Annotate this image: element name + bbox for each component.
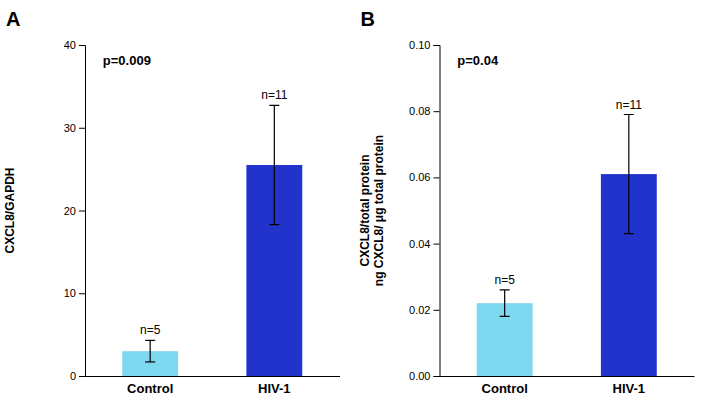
y-tick-mark	[79, 376, 85, 377]
y-tick-mark	[79, 293, 85, 294]
y-tick: 0.10	[409, 39, 439, 51]
y-tick: 0.04	[409, 238, 439, 250]
y-tick-label: 30	[64, 122, 76, 134]
x-tick: HIV-1	[258, 376, 291, 396]
y-tick-mark	[79, 45, 85, 46]
y-tick: 0.00	[409, 370, 439, 382]
y-tick-label: 0.08	[409, 105, 430, 117]
error-bar	[624, 115, 634, 234]
error-bar	[500, 290, 510, 316]
error-cap	[145, 361, 155, 362]
error-line	[628, 115, 629, 234]
x-tick: HIV-1	[613, 376, 646, 396]
y-axis-title: CXCL8/GAPDH	[3, 167, 17, 253]
plot-area	[477, 115, 657, 376]
y-tick-label: 20	[64, 205, 76, 217]
panel: 0.00 0.02 0.04 0.06 0.08 0.10 Control HIV-1 CXCL…	[358, 8, 695, 396]
x-tick-label: HIV-1	[258, 381, 291, 396]
y-tick-mark	[434, 111, 440, 112]
y-tick-mark	[434, 244, 440, 245]
panel: 0 10 20 30 40 Control HIV-1 CXCL8/GAPDH Ap=0.009…	[3, 8, 340, 396]
y-axis: 0 10 20 30 40	[64, 39, 86, 382]
y-tick-mark	[79, 128, 85, 129]
plot-area	[122, 105, 302, 376]
y-tick: 30	[64, 122, 85, 134]
y-tick: 10	[64, 287, 85, 299]
y-tick: 0.08	[409, 105, 439, 117]
y-tick: 0.06	[409, 171, 439, 183]
x-tick-label: Control	[127, 381, 173, 396]
n-label: n=11	[616, 98, 642, 112]
y-tick-mark	[434, 310, 440, 311]
panel-label: B	[361, 8, 375, 30]
x-axis-line	[440, 376, 695, 377]
error-cap	[624, 114, 634, 115]
y-tick-mark	[434, 376, 440, 377]
error-cap	[500, 289, 510, 290]
x-axis: Control HIV-1	[440, 376, 695, 396]
n-label: n=5	[494, 273, 515, 287]
y-axis-line	[434, 46, 441, 377]
y-axis-title: CXCL8/total proteinng CXCL8/ μg total pr…	[358, 135, 386, 286]
x-tick-label: Control	[482, 381, 528, 396]
error-bar	[145, 340, 155, 362]
y-tick-label: 0.10	[409, 39, 430, 51]
y-tick: 40	[64, 39, 85, 51]
error-line	[504, 290, 505, 316]
y-tick-label: 0.00	[409, 370, 430, 382]
y-tick-mark	[79, 211, 85, 212]
y-tick: 20	[64, 205, 85, 217]
x-axis-line	[86, 376, 341, 377]
y-tick-mark	[434, 45, 440, 46]
panel-label: A	[6, 8, 20, 30]
n-label: n=5	[140, 323, 161, 337]
y-axis-line	[79, 46, 86, 377]
y-tick-label: 0.06	[409, 171, 430, 183]
chart: 0 10 20 30 40 Control HIV-1 CXCL8/GAPDH Ap=0.009…	[0, 0, 709, 411]
error-cap	[269, 105, 279, 106]
error-cap	[145, 340, 155, 341]
x-axis: Control HIV-1	[86, 376, 341, 396]
y-tick-label: 40	[64, 39, 76, 51]
error-cap	[624, 233, 634, 234]
error-cap	[269, 224, 279, 225]
y-tick-label: 0.04	[409, 238, 430, 250]
p-value: p=0.009	[103, 53, 151, 68]
y-tick-label: 0.02	[409, 304, 430, 316]
x-tick: Control	[482, 376, 528, 396]
y-tick: 0	[70, 370, 85, 382]
error-bar	[269, 105, 279, 224]
n-label: n=11	[261, 88, 287, 102]
x-tick: Control	[127, 376, 173, 396]
x-tick-label: HIV-1	[613, 381, 646, 396]
error-line	[274, 105, 275, 224]
error-cap	[500, 316, 510, 317]
y-axis: 0.00 0.02 0.04 0.06 0.08 0.10	[409, 39, 440, 382]
y-tick: 0.02	[409, 304, 439, 316]
y-tick-label: 0	[70, 370, 76, 382]
p-value: p=0.04	[457, 53, 499, 68]
error-line	[150, 340, 151, 362]
y-tick-mark	[434, 177, 440, 178]
y-tick-label: 10	[64, 287, 76, 299]
